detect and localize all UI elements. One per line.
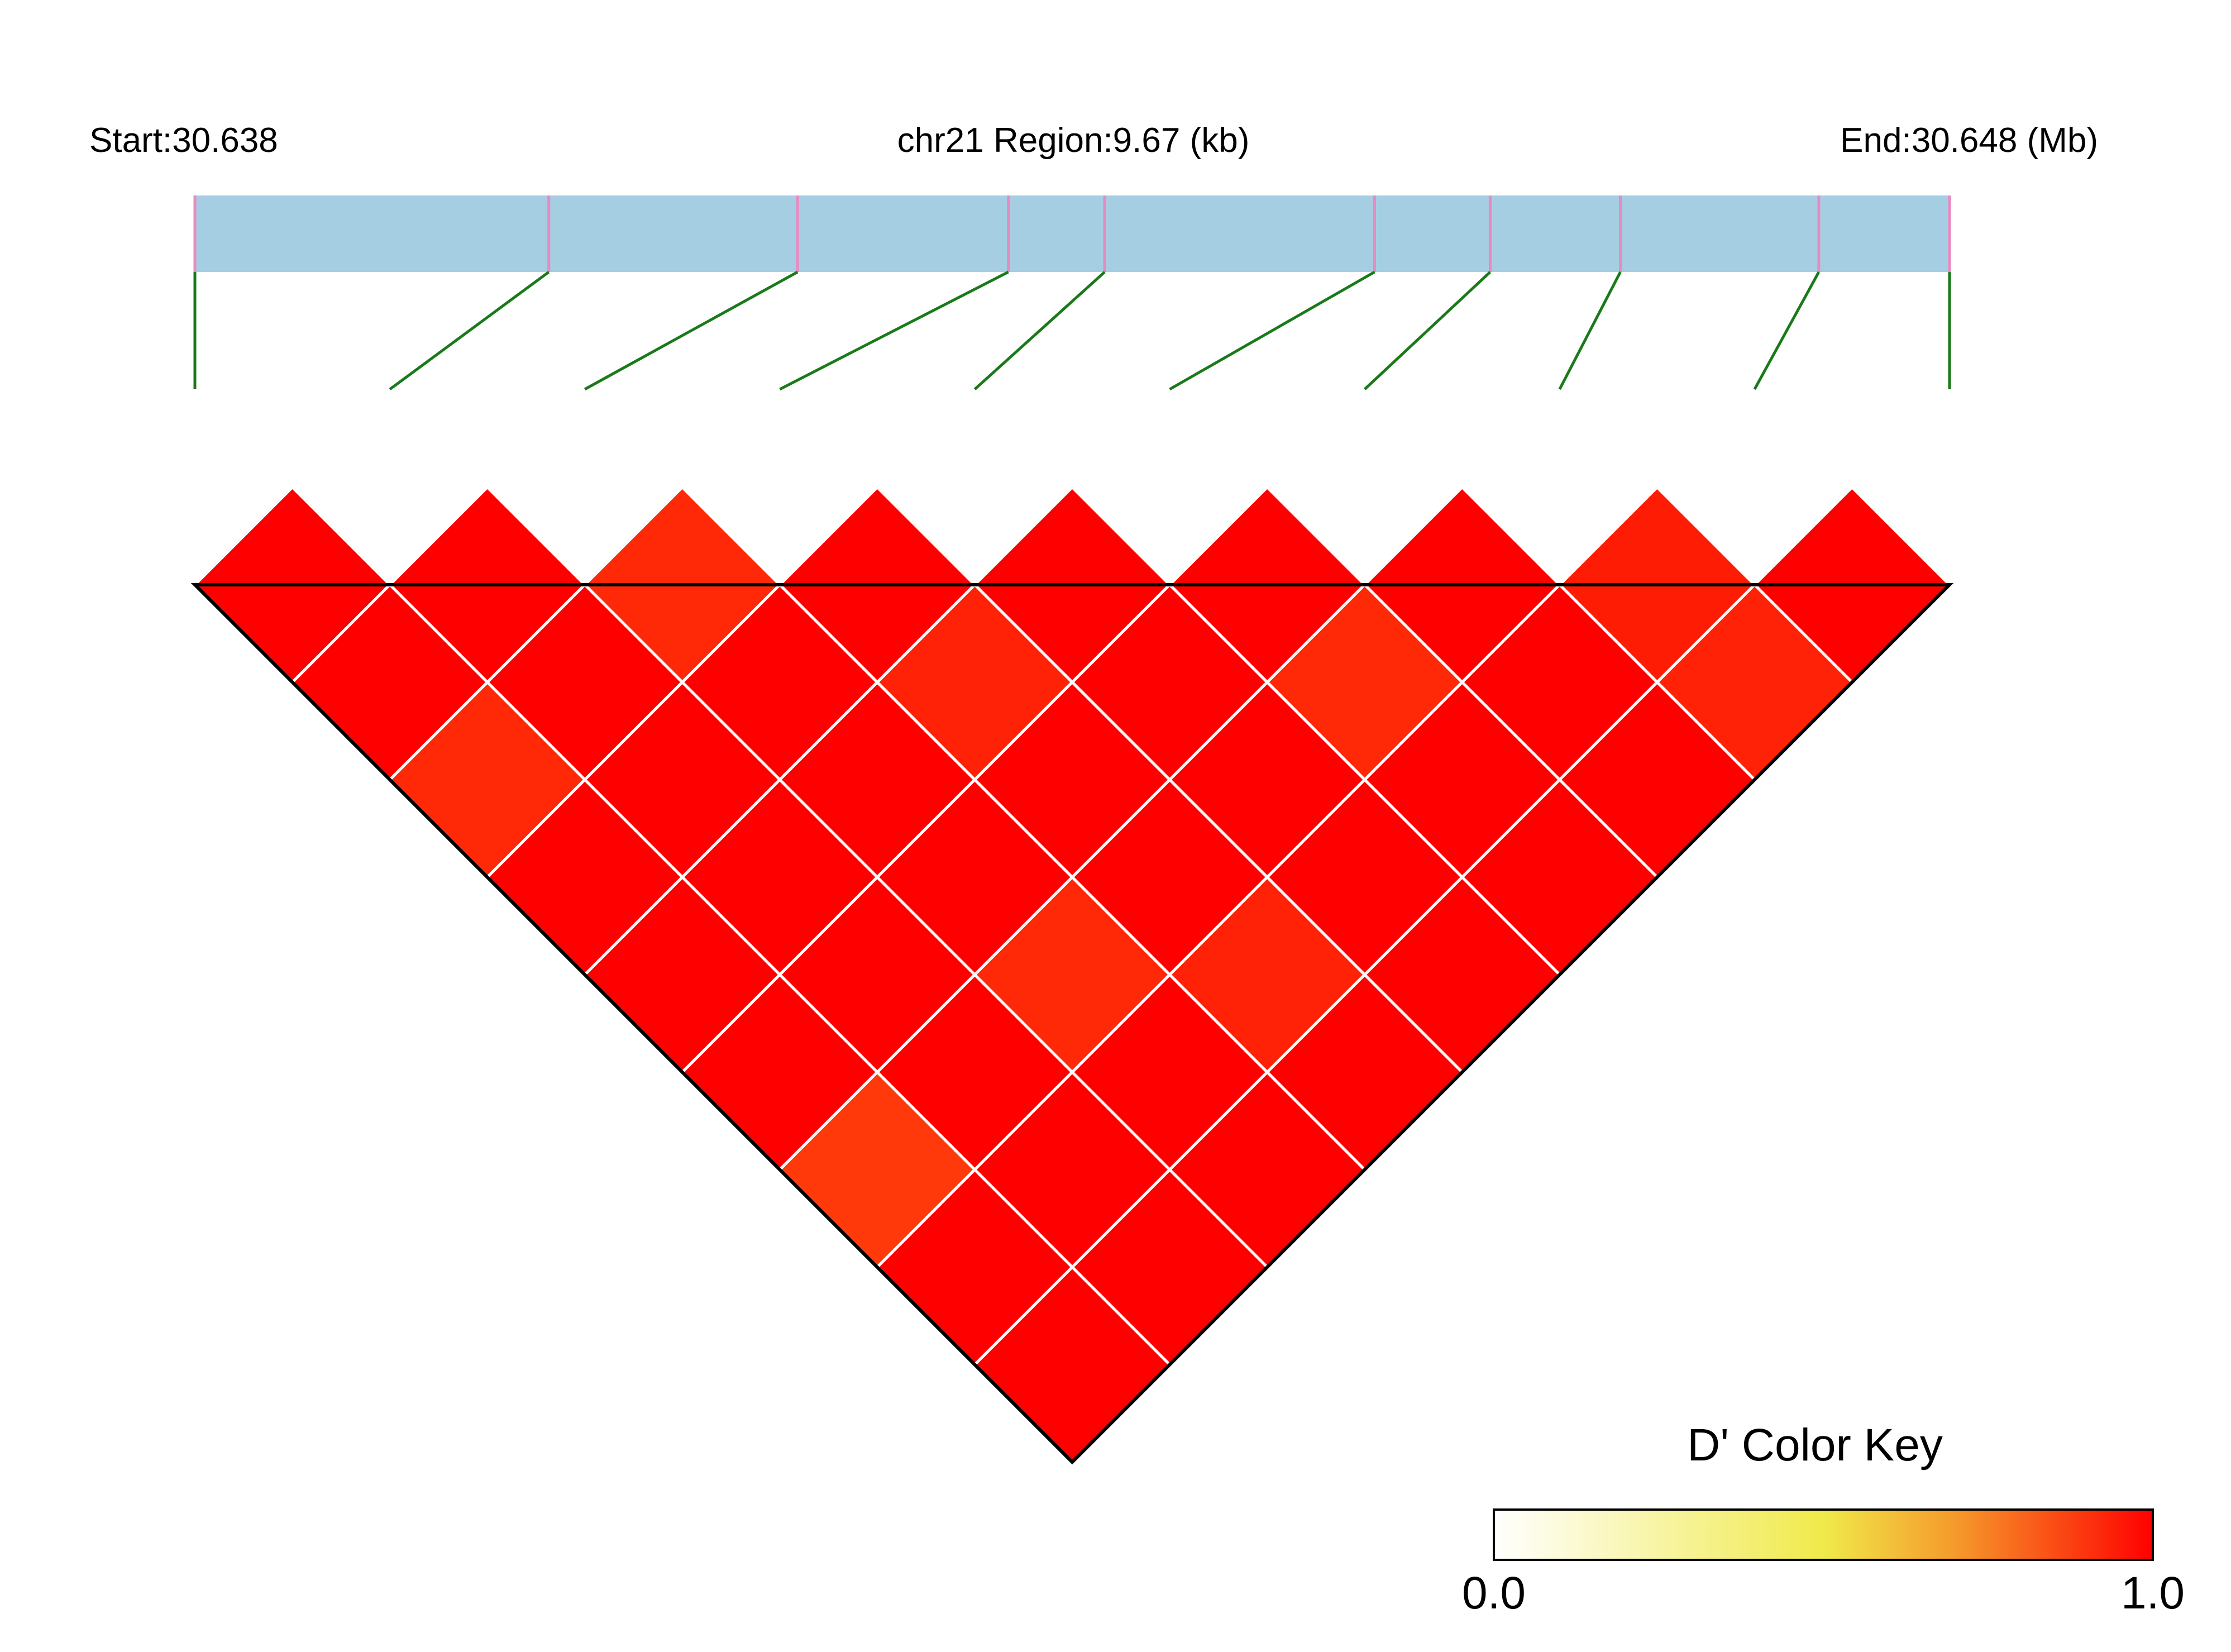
snp-connector-6 bbox=[1169, 270, 1375, 391]
snp-connector-3 bbox=[584, 270, 799, 391]
snp-connector-group bbox=[193, 270, 1951, 391]
color-key-gradient-bar bbox=[1493, 1508, 2154, 1561]
start-label: Start:30.638 bbox=[89, 121, 278, 160]
end-label: End:30.648 (Mb) bbox=[1840, 121, 2098, 160]
matrix-outline-group bbox=[190, 583, 1954, 1465]
color-key-title: D' Color Key bbox=[1687, 1420, 1943, 1470]
color-key-max-label: 1.0 bbox=[2121, 1568, 2185, 1618]
color-key-min-label: 0.0 bbox=[1462, 1568, 1526, 1618]
region-bar-group bbox=[193, 195, 1951, 272]
snp-connector-5 bbox=[973, 271, 1106, 390]
snp-connector-8 bbox=[1558, 271, 1622, 390]
color-key: D' Color Key 0.0 1.0 bbox=[1462, 1420, 2185, 1618]
snp-connector-7 bbox=[1363, 271, 1492, 390]
snp-connector-2 bbox=[389, 270, 550, 391]
region-bar bbox=[195, 195, 1950, 272]
matrix-outline bbox=[190, 583, 1954, 1465]
snp-connector-4 bbox=[779, 270, 1009, 391]
region-label: chr21 Region:9.67 (kb) bbox=[897, 121, 1250, 160]
snp-connector-9 bbox=[1753, 271, 1821, 390]
